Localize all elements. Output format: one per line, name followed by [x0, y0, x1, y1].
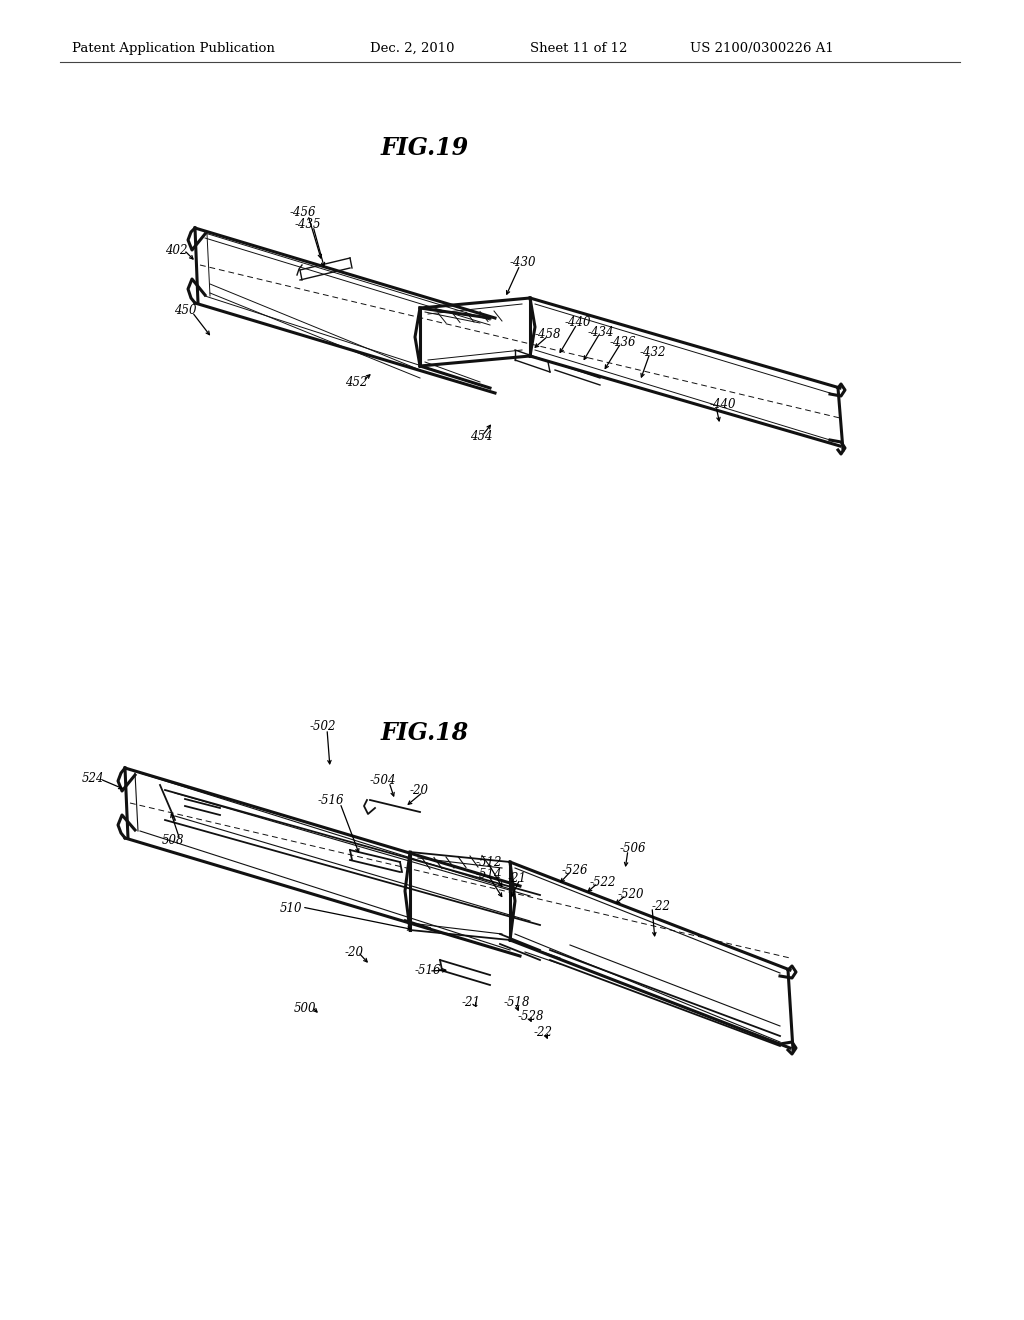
Text: -456: -456: [290, 206, 316, 219]
Text: -20: -20: [410, 784, 429, 796]
Text: -502: -502: [310, 719, 337, 733]
Text: -432: -432: [640, 346, 667, 359]
Text: 524: 524: [82, 771, 104, 784]
Text: FIG.18: FIG.18: [381, 721, 469, 744]
Text: 508: 508: [162, 833, 184, 846]
Text: 450: 450: [174, 304, 197, 317]
Text: -436: -436: [610, 335, 637, 348]
Text: -434: -434: [588, 326, 614, 338]
Text: -435: -435: [295, 218, 322, 231]
Text: Patent Application Publication: Patent Application Publication: [72, 41, 274, 54]
Text: -520: -520: [618, 887, 644, 900]
Text: 510: 510: [280, 902, 302, 915]
Text: -522: -522: [590, 875, 616, 888]
Text: -506: -506: [620, 842, 646, 854]
Text: -526: -526: [562, 863, 589, 876]
Text: 452: 452: [345, 376, 368, 389]
Text: -22: -22: [652, 899, 671, 912]
Text: -21: -21: [462, 995, 481, 1008]
Text: -516: -516: [318, 793, 344, 807]
Text: 454: 454: [470, 429, 493, 442]
Text: -458: -458: [535, 329, 561, 342]
Text: -22: -22: [534, 1026, 553, 1039]
Text: -504: -504: [370, 774, 396, 787]
Text: -20: -20: [345, 945, 364, 958]
Text: 500: 500: [294, 1002, 316, 1015]
Text: -440: -440: [565, 315, 592, 329]
Text: FIG.19: FIG.19: [381, 136, 469, 160]
Text: Dec. 2, 2010: Dec. 2, 2010: [370, 41, 455, 54]
Text: -514: -514: [476, 867, 503, 880]
Text: -528: -528: [518, 1010, 545, 1023]
Text: -516: -516: [415, 964, 441, 977]
Text: -518: -518: [504, 995, 530, 1008]
Text: -440: -440: [710, 397, 736, 411]
Text: -21: -21: [508, 871, 527, 884]
Text: Sheet 11 of 12: Sheet 11 of 12: [530, 41, 628, 54]
Text: -430: -430: [510, 256, 537, 268]
Text: US 2100/0300226 A1: US 2100/0300226 A1: [690, 41, 834, 54]
Text: 402: 402: [165, 243, 187, 256]
Text: -512: -512: [476, 855, 503, 869]
